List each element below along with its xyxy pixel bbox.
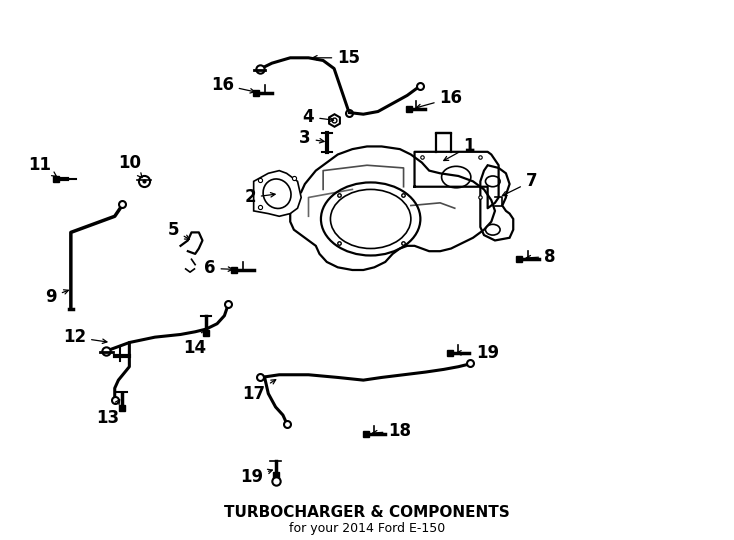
- Text: for your 2014 Ford E-150: for your 2014 Ford E-150: [289, 522, 445, 536]
- Text: 7: 7: [502, 172, 537, 195]
- Polygon shape: [254, 171, 301, 217]
- Text: 1: 1: [444, 138, 475, 160]
- Text: 5: 5: [167, 221, 189, 239]
- Text: 3: 3: [299, 130, 324, 147]
- Text: 19: 19: [240, 468, 272, 486]
- Text: 19: 19: [457, 345, 499, 362]
- Text: 18: 18: [373, 422, 411, 440]
- Text: 2: 2: [244, 188, 275, 206]
- Text: 16: 16: [211, 76, 255, 93]
- Text: 11: 11: [29, 156, 57, 177]
- Text: 6: 6: [204, 259, 233, 278]
- Text: 4: 4: [302, 108, 334, 126]
- Text: 16: 16: [416, 89, 462, 109]
- Text: 12: 12: [63, 328, 107, 346]
- Text: 14: 14: [184, 330, 207, 357]
- Text: 8: 8: [526, 247, 556, 266]
- Text: 10: 10: [118, 153, 142, 178]
- Text: 17: 17: [242, 380, 276, 402]
- Text: 15: 15: [313, 49, 360, 67]
- Text: 9: 9: [46, 288, 68, 306]
- Text: TURBOCHARGER & COMPONENTS: TURBOCHARGER & COMPONENTS: [224, 505, 510, 521]
- Text: 13: 13: [96, 400, 120, 427]
